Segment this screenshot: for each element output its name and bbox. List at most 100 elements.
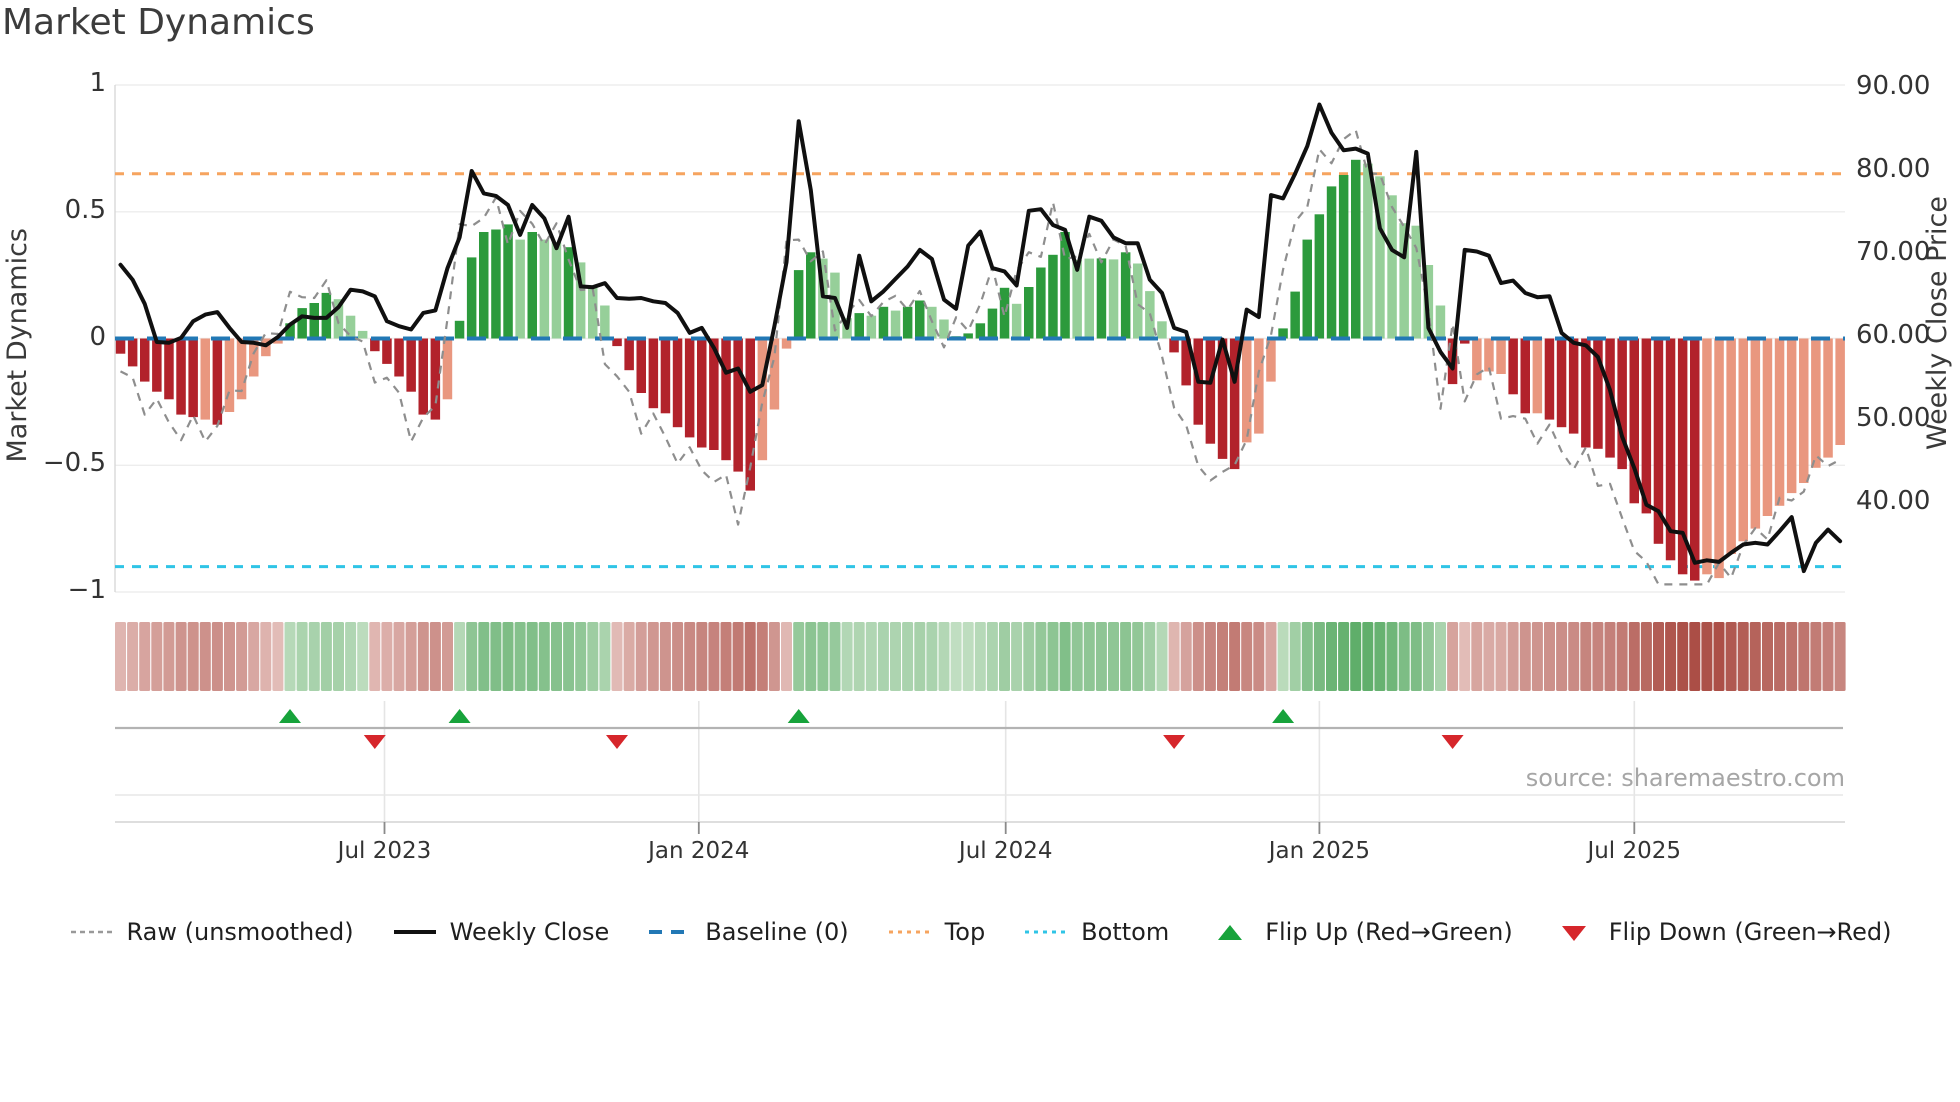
flip-down-triangle-icon <box>1561 926 1586 941</box>
heatmap-cell <box>1108 622 1119 691</box>
heatmap-cell <box>781 622 792 691</box>
heatmap-cell <box>1459 622 1471 691</box>
heatmap-cell <box>986 622 998 691</box>
heatmap-cell <box>1362 622 1374 691</box>
heatmap-cell <box>442 622 453 691</box>
oscillator-bar <box>527 232 537 339</box>
oscillator-bar <box>297 308 307 339</box>
right-axis-tick-label: 80.00 <box>1856 154 1931 184</box>
flip-down-marker <box>606 735 628 749</box>
heatmap-cell <box>623 622 635 691</box>
flip-up-marker <box>279 709 301 723</box>
heatmap-cell <box>551 622 562 691</box>
oscillator-bar <box>1399 223 1409 339</box>
heatmap-cell <box>1471 622 1483 691</box>
heatmap-cell <box>1120 622 1132 691</box>
heatmap-cell <box>1168 622 1180 691</box>
heatmap-cell <box>1435 622 1446 691</box>
heatmap-cell <box>890 622 901 691</box>
left-axis-tick-label: −0.5 <box>42 448 106 479</box>
oscillator-bar <box>152 338 162 392</box>
heatmap-cell <box>502 622 514 691</box>
oscillator-bar <box>757 338 768 461</box>
heatmap-cell <box>877 622 889 691</box>
heatmap-cell <box>526 622 538 691</box>
oscillator-bar <box>1435 305 1446 339</box>
oscillator-bar <box>394 338 404 377</box>
heatmap-cell <box>599 622 611 691</box>
heatmap-cell <box>853 622 865 691</box>
oscillator-bar <box>588 285 598 339</box>
heatmap-cell <box>1737 622 1749 691</box>
heatmap-cell <box>1229 622 1241 691</box>
heatmap-cell <box>1810 622 1822 691</box>
heatmap-cell <box>478 622 490 691</box>
oscillator-bar <box>1072 259 1082 339</box>
heatmap-cell <box>175 622 187 691</box>
heatmap-cell <box>805 622 817 691</box>
heatmap-cell <box>950 622 962 691</box>
heatmap-cell <box>1241 622 1253 691</box>
legend-label: Top <box>944 918 986 946</box>
oscillator-bar <box>1108 259 1119 339</box>
oscillator-bar <box>357 330 368 339</box>
oscillator-bar <box>1593 338 1603 449</box>
heatmap-cell <box>1531 622 1543 691</box>
oscillator-bar <box>188 338 198 418</box>
oscillator-bar <box>176 338 186 415</box>
heatmap-cell <box>1398 622 1410 691</box>
heatmap-cell <box>720 622 732 691</box>
heatmap-cell <box>635 622 647 691</box>
oscillator-bar <box>793 270 804 339</box>
left-axis-tick-label: 0 <box>89 321 106 352</box>
heatmap-cell <box>345 622 357 691</box>
oscillator-bar <box>600 305 610 339</box>
heatmap-cell <box>320 622 332 691</box>
heatmap-cell <box>1023 622 1035 691</box>
oscillator-bar <box>1314 214 1325 339</box>
heatmap-cell <box>163 622 175 691</box>
heatmap-cell <box>429 622 441 691</box>
oscillator-bar <box>1326 186 1337 339</box>
oscillator-bar <box>769 338 780 410</box>
heatmap-cell <box>1689 622 1701 691</box>
oscillator-bar <box>1726 338 1736 554</box>
heatmap-cell <box>1665 622 1677 691</box>
heatmap-cell <box>1301 622 1313 691</box>
oscillator-bar <box>636 338 646 393</box>
heatmap-cell <box>672 622 684 691</box>
heatmap-cell <box>708 622 720 691</box>
heatmap-cell <box>902 622 914 691</box>
heatmap-cell <box>272 622 284 691</box>
flip-up-triangle-icon <box>1218 925 1243 940</box>
heatmap-cell <box>393 622 405 691</box>
oscillator-bar <box>1653 338 1664 544</box>
oscillator-bar <box>1266 338 1276 382</box>
right-axis-tick-label: 90.00 <box>1856 71 1931 101</box>
oscillator-bar <box>1665 338 1676 561</box>
heatmap-cell <box>1083 622 1095 691</box>
x-axis-tick-label: Jul 2023 <box>337 838 432 864</box>
heatmap-cell <box>1253 622 1265 691</box>
heatmap-cell <box>974 622 986 691</box>
oscillator-bar <box>1472 338 1482 381</box>
heatmap-cell <box>1035 622 1047 691</box>
heatmap-cell <box>284 622 296 691</box>
heatmap-cell <box>659 622 671 691</box>
heatmap-cell <box>829 622 841 691</box>
oscillator-bar <box>1774 338 1785 506</box>
oscillator-bar <box>212 338 223 425</box>
heatmap-cell <box>1507 622 1519 691</box>
heatmap-cell <box>514 622 526 691</box>
legend-label: Flip Up (Red→Green) <box>1265 918 1513 946</box>
oscillator-bar <box>684 338 695 438</box>
heatmap-cell <box>999 622 1010 691</box>
oscillator-bar <box>442 338 453 400</box>
oscillator-bar <box>1278 328 1288 339</box>
heatmap-cell <box>865 622 877 691</box>
x-axis-tick-label: Jul 2024 <box>958 838 1053 864</box>
heatmap-cell <box>1059 622 1071 691</box>
chart-title: Market Dynamics <box>2 2 315 43</box>
heatmap-cell <box>1192 622 1204 691</box>
oscillator-bar <box>1096 258 1107 339</box>
